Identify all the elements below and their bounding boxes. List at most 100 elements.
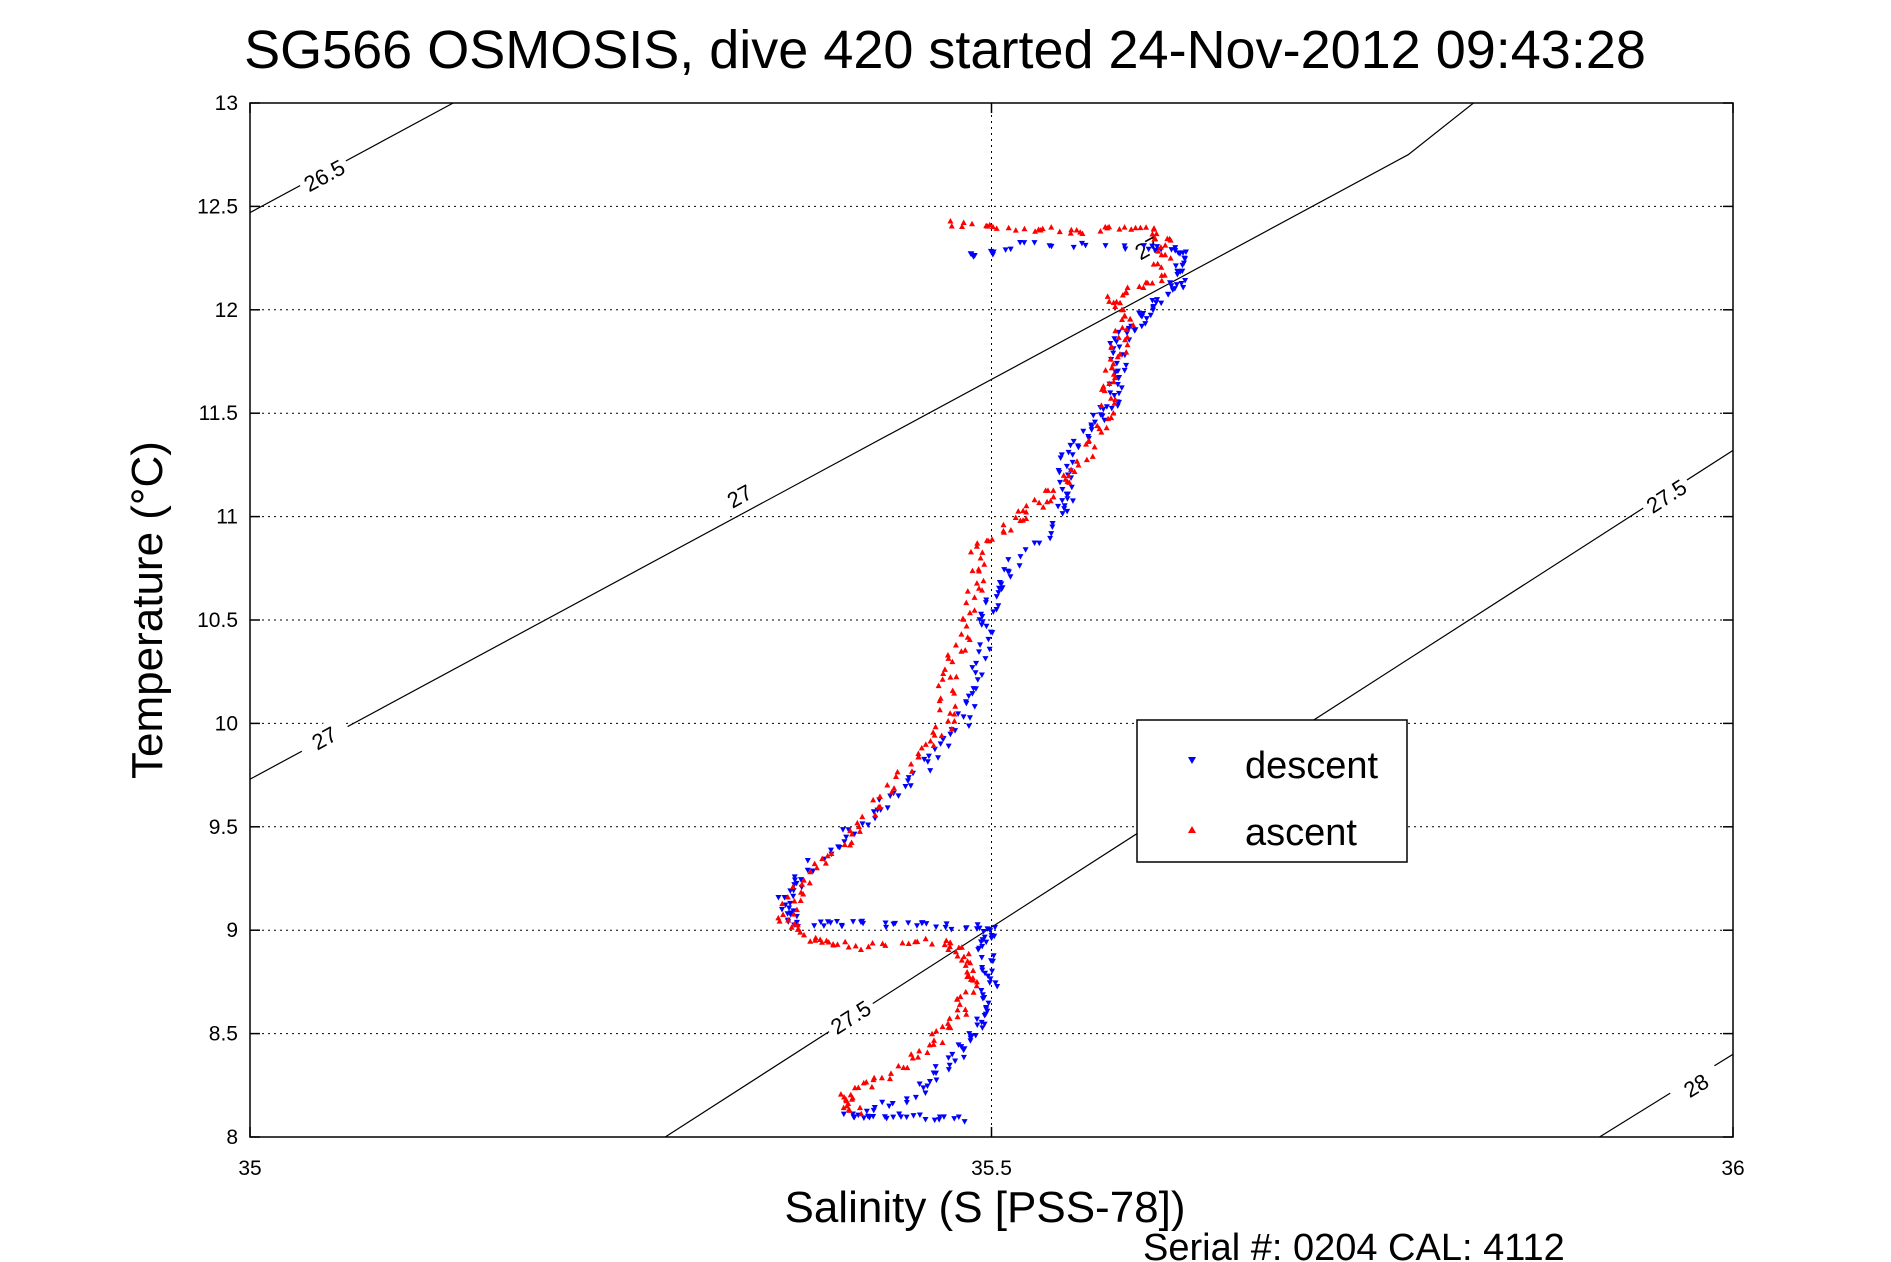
descent-point xyxy=(896,1111,903,1118)
ascent-point xyxy=(845,1100,852,1107)
descent-point xyxy=(979,965,986,971)
ascent-point xyxy=(791,897,798,904)
ascent-point xyxy=(1075,461,1082,468)
ascent-point xyxy=(865,943,872,950)
descent-point xyxy=(786,905,793,912)
descent-point xyxy=(943,921,950,927)
ascent-point xyxy=(918,744,925,751)
descent-point xyxy=(965,723,972,729)
ascent-point xyxy=(979,587,986,593)
ascent-point xyxy=(949,658,956,665)
descent-point xyxy=(960,1054,967,1061)
ascent-point xyxy=(872,811,879,818)
ascent-point xyxy=(973,978,980,985)
ascent-point xyxy=(1143,224,1150,230)
ascent-point xyxy=(975,585,982,591)
ascent-point xyxy=(1094,422,1101,429)
descent-point xyxy=(1091,419,1098,426)
descent-point xyxy=(1114,382,1121,388)
descent-point xyxy=(791,877,798,883)
descent-point xyxy=(990,953,997,959)
ascent-point xyxy=(1067,230,1074,236)
ascent-point xyxy=(1105,415,1112,422)
ascent-point xyxy=(973,580,980,586)
descent-point xyxy=(993,594,1000,600)
ascent-point xyxy=(931,1037,938,1043)
descent-point xyxy=(1140,310,1147,317)
ascent-point xyxy=(791,920,798,927)
ascent-point xyxy=(1091,443,1098,450)
descent-point xyxy=(1055,503,1062,510)
contour-label-background xyxy=(295,713,354,762)
descent-point xyxy=(1063,463,1070,470)
ascent-point xyxy=(1110,410,1117,416)
descent-point xyxy=(979,967,986,974)
descent-point xyxy=(958,1044,965,1050)
ascent-point xyxy=(855,823,862,830)
descent-point xyxy=(1005,557,1012,563)
descent-point xyxy=(968,251,975,257)
ascent-point xyxy=(967,548,974,555)
ascent-point xyxy=(1108,344,1115,350)
ascent-point xyxy=(927,737,934,744)
ascent-point xyxy=(856,828,863,834)
descent-point xyxy=(1145,246,1152,253)
ascent-point xyxy=(854,819,861,826)
ascent-point xyxy=(776,918,783,924)
descent-point xyxy=(974,1022,981,1029)
descent-point xyxy=(978,987,985,994)
contour-label-background xyxy=(710,471,769,520)
descent-point xyxy=(1174,271,1181,278)
ascent-point xyxy=(871,1074,878,1081)
ascent-point xyxy=(857,946,864,953)
ascent-point xyxy=(1124,333,1131,340)
descent-point xyxy=(961,1046,968,1052)
ascent-point xyxy=(989,536,996,542)
ascent-point xyxy=(1110,360,1117,367)
descent-point xyxy=(946,1062,953,1069)
ascent-point xyxy=(779,900,786,907)
descent-point xyxy=(1182,256,1189,262)
ascent-point xyxy=(813,864,820,871)
ascent-point xyxy=(807,938,814,944)
ascent-point xyxy=(859,813,866,820)
descent-point xyxy=(990,609,997,615)
ascent-point xyxy=(984,223,991,229)
descent-point xyxy=(979,619,986,625)
ascent-point xyxy=(1162,242,1169,248)
ascent-point xyxy=(841,841,848,848)
descent-point xyxy=(965,693,972,700)
ascent-point xyxy=(849,1094,856,1101)
ascent-point xyxy=(922,935,929,942)
descent-point xyxy=(903,1114,910,1121)
descent-point xyxy=(1069,459,1076,466)
ascent-point xyxy=(1089,453,1096,459)
descent-point xyxy=(995,590,1002,596)
ascent-point xyxy=(1150,261,1157,267)
ascent-point xyxy=(891,785,898,791)
descent-point xyxy=(1158,300,1165,307)
descent-point xyxy=(970,254,977,260)
ascent-point xyxy=(960,219,967,225)
ascent-point xyxy=(1119,324,1126,331)
ascent-point xyxy=(973,982,980,989)
descent-point xyxy=(889,1101,896,1107)
ascent-point xyxy=(807,868,814,875)
descent-point xyxy=(1124,330,1131,337)
descent-point xyxy=(968,1033,975,1039)
ascent-point xyxy=(894,768,901,775)
descent-point xyxy=(1061,506,1068,512)
descent-point xyxy=(1171,286,1178,292)
ascent-point xyxy=(790,883,797,890)
ascent-point xyxy=(1123,349,1130,355)
descent-point xyxy=(978,1019,985,1026)
ascent-point xyxy=(1083,456,1090,463)
descent-point xyxy=(1182,277,1189,284)
descent-point xyxy=(924,759,931,765)
descent-point xyxy=(1059,498,1066,504)
ascent-point xyxy=(980,577,987,584)
y-tick-label: 8 xyxy=(226,1126,238,1149)
descent-point xyxy=(976,617,983,623)
ascent-point xyxy=(1108,395,1115,401)
descent-point xyxy=(883,1115,890,1122)
